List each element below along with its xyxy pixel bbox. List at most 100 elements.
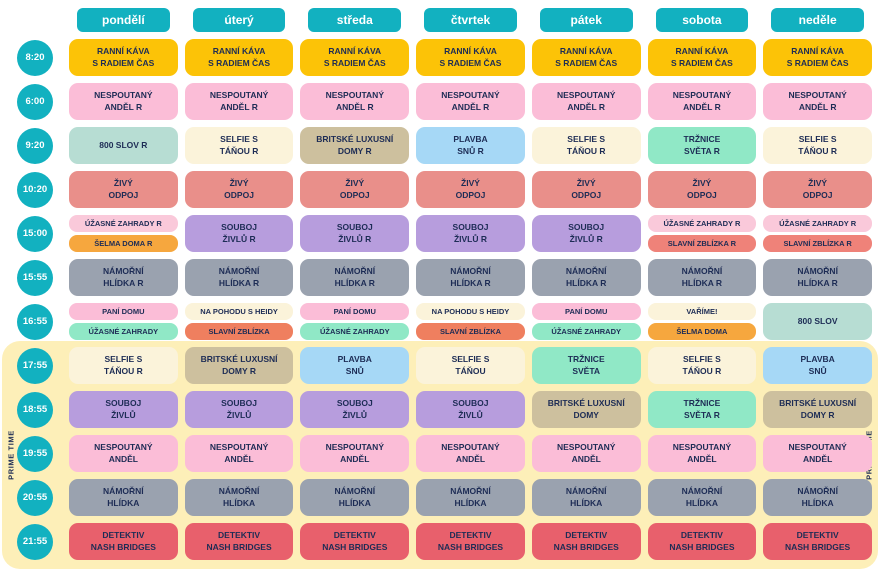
program-pill[interactable]: ŽIVÝ ODPOJ: [69, 171, 178, 208]
program-pill[interactable]: ÚŽASNÉ ZAHRADY: [69, 323, 178, 340]
program-pill[interactable]: NÁMOŘNÍ HLÍDKA: [69, 479, 178, 516]
program-pill[interactable]: ŽIVÝ ODPOJ: [300, 171, 410, 208]
time-label: 20:55: [17, 479, 53, 516]
day-header-2: úterý: [192, 8, 286, 32]
program-pill[interactable]: NESPOUTANÝ ANDĚL R: [69, 83, 178, 120]
program-pill[interactable]: ÚŽASNÉ ZAHRADY R: [69, 215, 178, 232]
program-pill[interactable]: BRITSKÉ LUXUSNÍ DOMY R: [763, 391, 872, 428]
program-pill[interactable]: NESPOUTANÝ ANDĚL: [416, 435, 525, 472]
program-pill[interactable]: NÁMOŘNÍ HLÍDKA: [531, 479, 641, 516]
time-label: 21:55: [17, 523, 53, 560]
program-pill[interactable]: 800 SLOV: [763, 303, 872, 340]
program-pill[interactable]: NESPOUTANÝ ANDĚL R: [763, 83, 872, 120]
program-pill[interactable]: RANNÍ KÁVA S RADIEM ČAS: [300, 39, 410, 76]
program-pill[interactable]: DETEKTIV NASH BRIDGES: [763, 523, 872, 560]
program-pill[interactable]: ŽIVÝ ODPOJ: [416, 171, 525, 208]
program-pill[interactable]: NÁMOŘNÍ HLÍDKA R: [531, 259, 641, 296]
program-pill[interactable]: RANNÍ KÁVA S RADIEM ČAS: [531, 39, 641, 76]
program-pill[interactable]: BRITSKÉ LUXUSNÍ DOMY: [531, 391, 641, 428]
program-pill[interactable]: ÚŽASNÉ ZAHRADY R: [763, 215, 872, 232]
program-cell: DETEKTIV NASH BRIDGES: [184, 523, 294, 560]
program-pill[interactable]: ŠELMA DOMA R: [69, 235, 178, 252]
program-pill[interactable]: SLAVNÍ ZBLÍZKA R: [647, 235, 757, 252]
program-pill[interactable]: NÁMOŘNÍ HLÍDKA R: [184, 259, 294, 296]
program-pill[interactable]: TRŽNICE SVĚTA: [531, 347, 641, 384]
program-pill[interactable]: SOUBOJ ŽIVLŮ: [69, 391, 178, 428]
program-pill[interactable]: PANÍ DOMU: [300, 303, 410, 320]
program-pill[interactable]: SLAVNÍ ZBLÍZKA: [184, 323, 294, 340]
program-pill[interactable]: ŽIVÝ ODPOJ: [184, 171, 294, 208]
program-pill[interactable]: RANNÍ KÁVA S RADIEM ČAS: [416, 39, 525, 76]
program-pill[interactable]: NESPOUTANÝ ANDĚL: [647, 435, 757, 472]
program-pill[interactable]: ŠELMA DOMA: [647, 323, 757, 340]
program-pill[interactable]: NESPOUTANÝ ANDĚL R: [647, 83, 757, 120]
program-pill[interactable]: RANNÍ KÁVA S RADIEM ČAS: [763, 39, 872, 76]
program-pill[interactable]: SOUBOJ ŽIVLŮ: [300, 391, 410, 428]
program-cell: NÁMOŘNÍ HLÍDKA: [416, 479, 525, 516]
program-pill[interactable]: ŽIVÝ ODPOJ: [763, 171, 872, 208]
program-pill[interactable]: NA POHODU S HEIDY: [416, 303, 525, 320]
program-pill[interactable]: DETEKTIV NASH BRIDGES: [300, 523, 410, 560]
program-pill[interactable]: SELFIE S TÁŇOU R: [184, 127, 294, 164]
program-pill[interactable]: NÁMOŘNÍ HLÍDKA: [184, 479, 294, 516]
program-pill[interactable]: NESPOUTANÝ ANDĚL: [531, 435, 641, 472]
program-pill[interactable]: PLAVBA SNŮ: [300, 347, 410, 384]
program-pill[interactable]: NESPOUTANÝ ANDĚL: [69, 435, 178, 472]
program-pill[interactable]: NESPOUTANÝ ANDĚL R: [300, 83, 410, 120]
program-pill[interactable]: NESPOUTANÝ ANDĚL: [300, 435, 410, 472]
program-pill[interactable]: NESPOUTANÝ ANDĚL R: [416, 83, 525, 120]
program-pill[interactable]: NÁMOŘNÍ HLÍDKA R: [416, 259, 525, 296]
program-pill[interactable]: SOUBOJ ŽIVLŮ R: [184, 215, 294, 252]
program-pill[interactable]: SLAVNÍ ZBLÍZKA R: [763, 235, 872, 252]
program-pill[interactable]: NESPOUTANÝ ANDĚL R: [184, 83, 294, 120]
program-pill[interactable]: ÚŽASNÉ ZAHRADY R: [647, 215, 757, 232]
program-pill[interactable]: NÁMOŘNÍ HLÍDKA: [300, 479, 410, 516]
program-pill[interactable]: SOUBOJ ŽIVLŮ: [184, 391, 294, 428]
program-pill[interactable]: PLAVBA SNŮ: [763, 347, 872, 384]
program-pill[interactable]: SOUBOJ ŽIVLŮ: [416, 391, 525, 428]
program-pill[interactable]: PLAVBA SNŮ R: [416, 127, 525, 164]
program-pill[interactable]: DETEKTIV NASH BRIDGES: [531, 523, 641, 560]
program-pill[interactable]: NESPOUTANÝ ANDĚL: [184, 435, 294, 472]
program-pill[interactable]: RANNÍ KÁVA S RADIEM ČAS: [69, 39, 178, 76]
program-pill[interactable]: NESPOUTANÝ ANDĚL: [763, 435, 872, 472]
program-cell: ŽIVÝ ODPOJ: [763, 171, 872, 208]
program-pill[interactable]: 800 SLOV R: [69, 127, 178, 164]
program-pill[interactable]: NÁMOŘNÍ HLÍDKA R: [69, 259, 178, 296]
program-pill[interactable]: NÁMOŘNÍ HLÍDKA R: [647, 259, 757, 296]
program-pill[interactable]: PANÍ DOMU: [531, 303, 641, 320]
program-pill[interactable]: DETEKTIV NASH BRIDGES: [184, 523, 294, 560]
program-pill[interactable]: NÁMOŘNÍ HLÍDKA: [416, 479, 525, 516]
program-pill[interactable]: SOUBOJ ŽIVLŮ R: [531, 215, 641, 252]
program-pill[interactable]: TRŽNICE SVĚTA R: [647, 391, 757, 428]
program-pill[interactable]: SELFIE S TÁŇOU R: [69, 347, 178, 384]
program-pill[interactable]: SELFIE S TÁŇOU R: [763, 127, 872, 164]
program-pill[interactable]: RANNÍ KÁVA S RADIEM ČAS: [647, 39, 757, 76]
program-pill[interactable]: SELFIE S TÁŇOU R: [647, 347, 757, 384]
program-pill[interactable]: ÚŽASNÉ ZAHRADY: [300, 323, 410, 340]
program-pill[interactable]: SOUBOJ ŽIVLŮ R: [416, 215, 525, 252]
program-pill[interactable]: SELFIE S TÁŇOU R: [531, 127, 641, 164]
program-pill[interactable]: NÁMOŘNÍ HLÍDKA R: [300, 259, 410, 296]
program-pill[interactable]: SELFIE S TÁŇOU: [416, 347, 525, 384]
program-pill[interactable]: RANNÍ KÁVA S RADIEM ČAS: [184, 39, 294, 76]
program-pill[interactable]: ŽIVÝ ODPOJ: [531, 171, 641, 208]
program-pill[interactable]: NA POHODU S HEIDY: [184, 303, 294, 320]
program-pill[interactable]: NÁMOŘNÍ HLÍDKA R: [763, 259, 872, 296]
program-pill[interactable]: ŽIVÝ ODPOJ: [647, 171, 757, 208]
program-pill[interactable]: DETEKTIV NASH BRIDGES: [69, 523, 178, 560]
program-pill[interactable]: VAŘÍME!: [647, 303, 757, 320]
program-pill[interactable]: NÁMOŘNÍ HLÍDKA: [647, 479, 757, 516]
program-pill[interactable]: BRITSKÉ LUXUSNÍ DOMY R: [300, 127, 410, 164]
program-pill[interactable]: SOUBOJ ŽIVLŮ R: [300, 215, 410, 252]
program-pill[interactable]: PANÍ DOMU: [69, 303, 178, 320]
time-label: 6:00: [17, 83, 53, 120]
program-pill[interactable]: NÁMOŘNÍ HLÍDKA: [763, 479, 872, 516]
program-pill[interactable]: DETEKTIV NASH BRIDGES: [647, 523, 757, 560]
program-pill[interactable]: SLAVNÍ ZBLÍZKA: [416, 323, 525, 340]
program-pill[interactable]: TRŽNICE SVĚTA R: [647, 127, 757, 164]
program-pill[interactable]: ÚŽASNÉ ZAHRADY: [531, 323, 641, 340]
program-pill[interactable]: BRITSKÉ LUXUSNÍ DOMY R: [184, 347, 294, 384]
program-pill[interactable]: DETEKTIV NASH BRIDGES: [416, 523, 525, 560]
program-pill[interactable]: NESPOUTANÝ ANDĚL R: [531, 83, 641, 120]
